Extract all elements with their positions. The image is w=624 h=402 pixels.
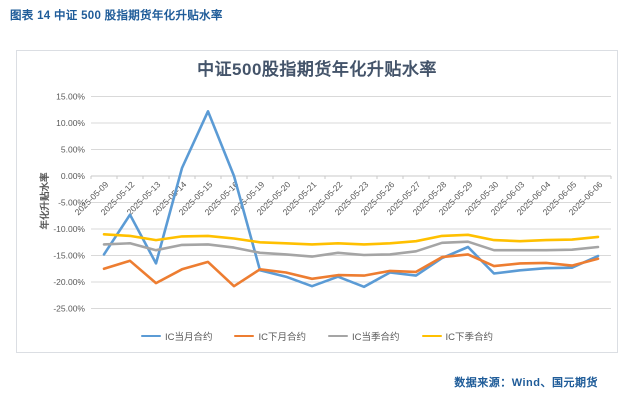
legend-label: IC当季合约 — [352, 332, 400, 343]
legend-label: IC当月合约 — [164, 332, 213, 343]
y-tick-label: -20.00% — [53, 277, 85, 287]
legend-swatch-line — [328, 334, 348, 338]
y-tick-label: 0.00% — [61, 171, 86, 181]
series-line-3 — [102, 233, 600, 246]
legend-swatch-line — [140, 334, 161, 338]
y-tick-label: -15.00% — [53, 251, 85, 261]
chart-container: 15.00% 10.00% 5.00% 0.00% -5.00% -10.00% -15.0… — [16, 50, 618, 353]
y-tick-label: -5.00% — [58, 198, 85, 208]
y-tick-label: 15.00% — [56, 92, 85, 102]
y-tick-label: -10.00% — [53, 224, 85, 234]
legend-swatch-line — [234, 334, 255, 338]
legend-item-1: IC下月合约 — [234, 329, 306, 343]
figure-caption: 图表 14 中证 500 股指期货年化升贴水率 — [10, 10, 223, 22]
series-line-2 — [102, 240, 600, 258]
chart-legend: IC当月合约 IC下月合约 IC当季合约 IC下季合约 — [17, 329, 617, 343]
y-tick-label: 5.00% — [61, 145, 86, 155]
y-tick-label: -25.00% — [53, 304, 85, 314]
legend-item-0: IC当月合约 — [140, 329, 213, 343]
y-axis-title: 年化升贴水率 — [39, 172, 51, 230]
legend-item-2: IC当季合约 — [328, 329, 400, 343]
legend-label: IC下季合约 — [445, 332, 494, 343]
series-line-1 — [102, 253, 600, 288]
series-line-0 — [102, 109, 600, 289]
y-tick-label: 10.00% — [56, 118, 85, 128]
chart-plot-area: 15.00% 10.00% 5.00% 0.00% -5.00% -10.00% -15.0… — [39, 92, 612, 314]
chart-title: 中证500股指期货年化升贴水率 — [197, 60, 437, 79]
data-source: 数据来源：Wind、国元期货 — [454, 377, 598, 389]
legend-label: IC下月合约 — [258, 332, 306, 343]
legend-swatch-line — [421, 334, 442, 338]
legend-item-3: IC下季合约 — [421, 329, 494, 343]
